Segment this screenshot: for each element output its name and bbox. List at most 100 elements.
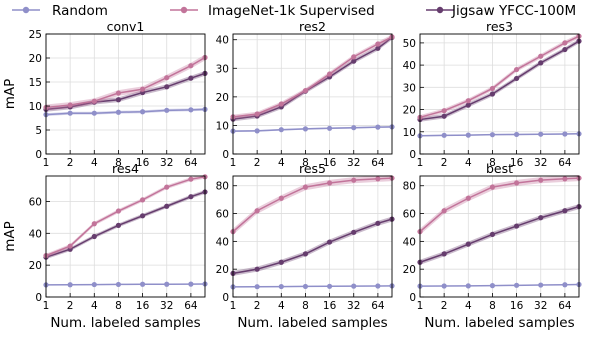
point-random (351, 125, 357, 131)
band-jigsaw (46, 70, 205, 112)
ytick-label: 10 (29, 101, 42, 113)
series-line-jigsaw (232, 36, 393, 120)
ytick-label: 20 (403, 264, 416, 276)
point-random (375, 124, 381, 130)
point-supervised (67, 243, 73, 249)
point-supervised (375, 176, 381, 182)
legend-label-random: Random (52, 3, 108, 19)
series-line-jigsaw (45, 191, 206, 258)
ytick-label: 30 (403, 82, 416, 94)
series-line-supervised (232, 36, 393, 118)
point-random (302, 126, 309, 132)
point-supervised (188, 63, 194, 69)
legend-marker-jigsaw (436, 6, 444, 14)
point-random (562, 131, 568, 137)
point-jigsaw (164, 203, 170, 209)
point-random (538, 131, 544, 137)
point-supervised (513, 66, 520, 73)
point-supervised (489, 184, 496, 190)
panel-res3: 0 10 20 30 40 50 1 2 4 8 16 32 64 res3 (403, 19, 582, 169)
ytick-label: 20 (216, 264, 229, 276)
point-supervised (278, 101, 284, 107)
xtick-label: 4 (91, 300, 98, 312)
xtick-label: 4 (278, 157, 285, 169)
point-jigsaw (489, 91, 496, 97)
axes-frame (232, 175, 393, 298)
point-supervised (139, 86, 146, 92)
point-jigsaw (139, 213, 146, 219)
xtick-label: 1 (43, 157, 50, 169)
series-line-supervised (45, 56, 206, 109)
point-random (326, 125, 333, 131)
point-random (254, 284, 260, 290)
legend-entry-supervised: ImageNet-1k Supervised (170, 3, 375, 19)
panel-title: best (486, 161, 513, 176)
point-random (91, 281, 97, 288)
xtick-label: 1 (230, 157, 237, 169)
band-supervised (233, 175, 392, 235)
point-jigsaw (465, 102, 471, 108)
point-jigsaw (465, 241, 471, 247)
axes-frame (419, 175, 580, 298)
legend-entry-jigsaw: Jigsaw YFCC-100M (426, 3, 576, 19)
series-line-supervised (232, 177, 393, 233)
point-supervised (67, 102, 73, 108)
ytick-label: 20 (216, 92, 229, 104)
point-random (67, 282, 73, 288)
series-line-jigsaw (232, 218, 393, 275)
ytick-label: 40 (29, 228, 42, 240)
xtick-label: 32 (160, 157, 173, 169)
series-line-supervised (45, 176, 206, 257)
x-axis-label: Num. labeled samples (424, 315, 574, 331)
xtick-label: 64 (184, 300, 198, 312)
point-random (302, 283, 309, 290)
point-supervised (115, 90, 122, 96)
point-random (254, 128, 260, 134)
ytick-label: 0 (222, 292, 229, 304)
ytick-label: 25 (29, 29, 42, 41)
xtick-label: 1 (230, 300, 237, 312)
ytick-label: 10 (216, 120, 229, 132)
xtick-label: 32 (534, 157, 547, 169)
series-line-jigsaw (45, 72, 206, 111)
point-supervised (254, 208, 260, 214)
point-jigsaw (375, 220, 381, 226)
legend-marker-random (22, 6, 30, 14)
point-supervised (91, 221, 97, 227)
xtick-label: 1 (43, 300, 50, 312)
xtick-label: 2 (67, 157, 74, 169)
point-random (326, 283, 333, 289)
panel-title: res2 (299, 19, 326, 34)
point-supervised (375, 41, 381, 47)
point-supervised (562, 176, 568, 182)
point-random (489, 132, 496, 138)
point-random (465, 132, 471, 138)
xtick-label: 2 (441, 157, 448, 169)
point-random (562, 282, 568, 288)
legend-label-jigsaw: Jigsaw YFCC-100M (451, 3, 576, 19)
point-random (513, 131, 520, 138)
axes-frame (419, 33, 580, 155)
point-random (513, 282, 520, 288)
xtick-label: 32 (160, 300, 173, 312)
ytick-label: 15 (29, 77, 42, 89)
ytick-label: 0 (409, 292, 416, 304)
point-jigsaw (562, 208, 568, 214)
point-random (441, 132, 447, 138)
x-axis-label: Num. labeled samples (50, 315, 200, 331)
panel-res4: 0 20 40 60 1 2 4 8 16 32 64 res4 Num. labeled sample… (2, 161, 208, 331)
point-jigsaw (538, 60, 544, 66)
series-line-random (45, 108, 206, 116)
point-jigsaw (302, 251, 309, 257)
point-jigsaw (326, 239, 333, 245)
point-jigsaw (254, 266, 260, 272)
ytick-label: 50 (403, 38, 416, 50)
point-jigsaw (91, 233, 97, 240)
point-jigsaw (513, 223, 520, 229)
xtick-label: 8 (302, 300, 309, 312)
ytick-label: 60 (216, 209, 229, 221)
point-supervised (326, 71, 333, 77)
xtick-label: 2 (67, 300, 74, 312)
